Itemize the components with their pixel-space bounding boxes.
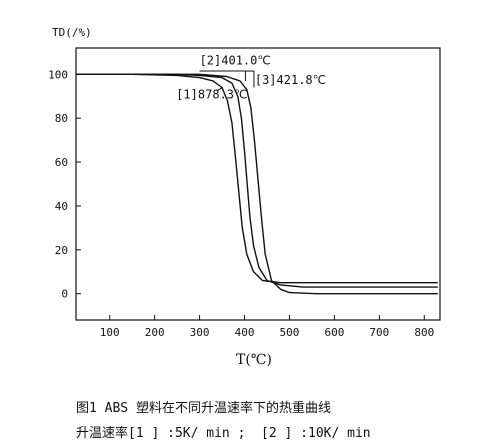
x-tick-label: 200 xyxy=(145,326,165,339)
y-tick-label: 0 xyxy=(61,288,68,301)
x-tick-label: 300 xyxy=(190,326,210,339)
annotation-series-3: [3]421.8℃ xyxy=(255,73,326,87)
y-tick-label: 60 xyxy=(55,156,68,169)
annotation-layer: [1]878.3℃ [2]401.0℃ [3]421.8℃ xyxy=(176,53,326,101)
annotation-series-1: [1]878.3℃ xyxy=(176,87,247,101)
series-layer xyxy=(76,73,438,295)
plot-frame xyxy=(75,47,441,321)
y-axis-label: TD(/%) xyxy=(52,26,92,39)
x-tick-label: 800 xyxy=(414,326,434,339)
series-line-1 xyxy=(76,73,438,284)
x-tick-label: 500 xyxy=(280,326,300,339)
x-tick-label: 100 xyxy=(100,326,120,339)
y-axis: 0 20 40 60 80 100 xyxy=(48,68,81,301)
x-tick-label: 600 xyxy=(324,326,344,339)
x-tick-label: 700 xyxy=(369,326,389,339)
series-line-3 xyxy=(76,73,438,295)
series-line-2 xyxy=(76,73,438,288)
x-axis-label: T(℃) xyxy=(236,352,272,368)
y-tick-label: 100 xyxy=(48,68,68,81)
y-tick-label: 20 xyxy=(55,244,68,257)
y-tick-label: 80 xyxy=(55,112,68,125)
x-axis: 100 200 300 400 500 600 700 800 xyxy=(100,315,434,339)
figure-caption-title: 图1 ABS 塑料在不同升温速率下的热重曲线 xyxy=(76,401,331,416)
y-tick-label: 40 xyxy=(55,200,68,213)
annotation-series-2: [2]401.0℃ xyxy=(200,53,271,67)
plot-border xyxy=(75,47,441,321)
annotation-leader-1 xyxy=(216,87,224,92)
x-tick-label: 400 xyxy=(235,326,255,339)
figure-caption-rates: 升温速率[1 ] :5K/ min ; [2 ] :10K/ min xyxy=(76,426,371,441)
